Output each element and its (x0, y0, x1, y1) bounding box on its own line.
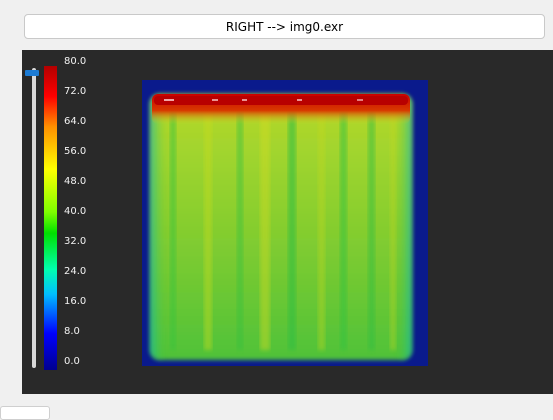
range-slider-track[interactable] (32, 68, 36, 368)
view-title-button[interactable]: RIGHT --> img0.exr (24, 14, 545, 39)
range-slider-handle[interactable] (25, 70, 39, 76)
colorbar-tick-label: 0.0 (64, 356, 80, 367)
colorbar-tick-label: 32.0 (64, 236, 87, 247)
colorbar-tick-label: 56.0 (64, 146, 87, 157)
colorbar-tick-label: 72.0 (64, 86, 87, 97)
image-viewer-panel: 80.0 72.0 64.0 56.0 48.0 40.0 32.0 24.0 … (22, 50, 553, 394)
colorbar-tick-label: 64.0 (64, 116, 87, 127)
colorbar-tick-label: 48.0 (64, 176, 87, 187)
colorbar-tick-label: 40.0 (64, 206, 87, 217)
colorbar-tick-label: 16.0 (64, 296, 87, 307)
bottom-tab-button[interactable] (0, 406, 50, 420)
heatmap-image[interactable] (142, 80, 428, 366)
colorbar (44, 66, 57, 370)
colorbar-tick-label: 8.0 (64, 326, 80, 337)
colorbar-tick-label: 80.0 (64, 56, 87, 67)
colorbar-tick-label: 24.0 (64, 266, 87, 277)
